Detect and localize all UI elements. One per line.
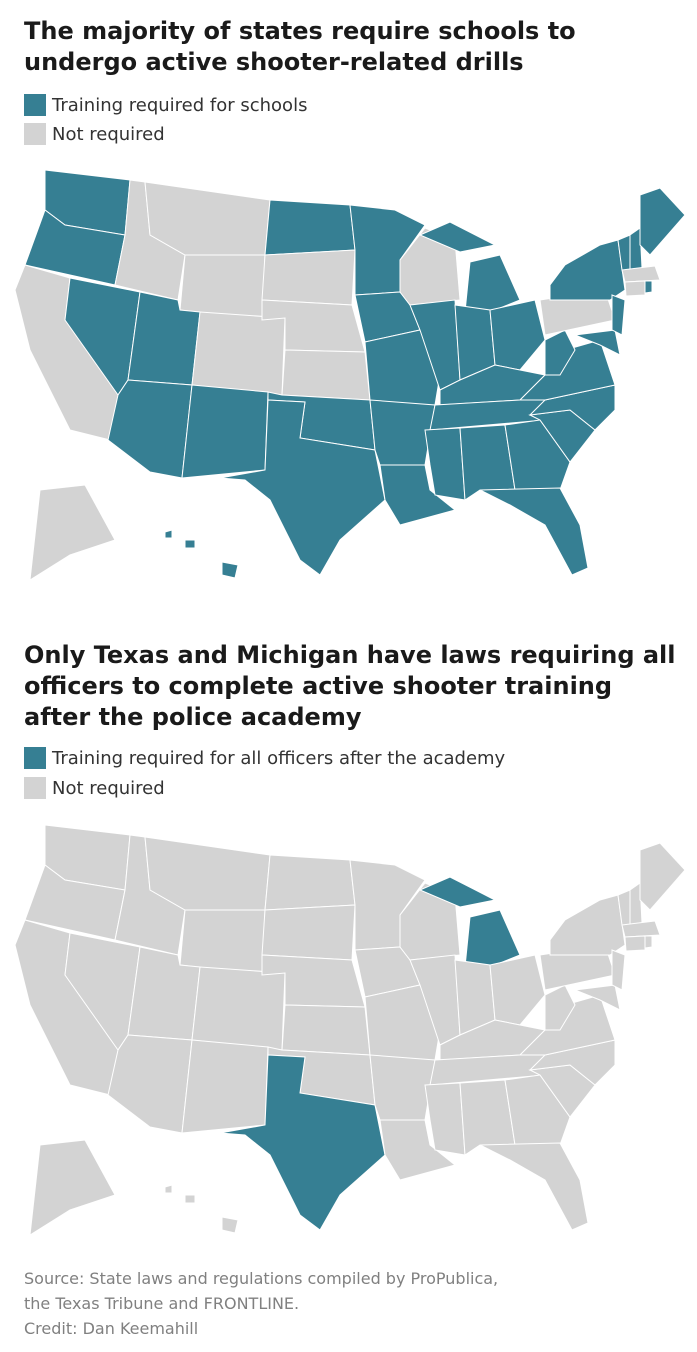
state <box>549 239 626 301</box>
state <box>639 187 686 256</box>
state <box>181 384 269 479</box>
us-map <box>14 824 686 1236</box>
legend-item: Training required for all officers after… <box>24 747 505 769</box>
state <box>29 1139 116 1236</box>
state <box>504 419 571 491</box>
state <box>261 249 356 306</box>
footer: Source: State laws and regulations compi… <box>24 1266 498 1341</box>
state <box>574 984 621 1011</box>
legend-label: Not required <box>52 777 165 799</box>
state <box>29 484 116 581</box>
state <box>489 954 546 1026</box>
state <box>624 280 646 297</box>
legend-item: Not required <box>24 777 165 799</box>
state <box>624 935 646 952</box>
state <box>264 854 356 911</box>
state <box>221 1216 239 1234</box>
state <box>164 529 173 539</box>
source-line: the Texas Tribune and FRONTLINE. <box>24 1294 300 1313</box>
state <box>574 329 621 356</box>
state <box>179 254 266 321</box>
map-title: The majority of states require schools t… <box>24 17 576 76</box>
state <box>504 1074 571 1146</box>
state <box>489 299 546 371</box>
state <box>261 904 356 961</box>
state <box>379 1119 457 1181</box>
legend-swatch <box>24 123 46 145</box>
state <box>424 427 466 501</box>
state <box>464 254 521 313</box>
us-map <box>14 169 686 581</box>
state <box>219 1054 386 1231</box>
map-title: Only Texas and Michigan have laws requir… <box>24 641 676 731</box>
legend-swatch <box>24 94 46 116</box>
state <box>179 909 266 976</box>
state <box>191 311 286 396</box>
state <box>621 920 661 938</box>
state <box>191 966 286 1051</box>
legend-swatch <box>24 777 46 799</box>
legend-label: Training required for schools <box>52 94 308 116</box>
state <box>424 1082 466 1156</box>
state <box>164 1184 173 1194</box>
state <box>418 876 497 908</box>
state <box>281 349 371 401</box>
legend-label: Not required <box>52 123 165 145</box>
state <box>184 1194 196 1204</box>
state <box>399 227 461 306</box>
state <box>611 949 626 991</box>
credit: Credit: Dan Keemahill <box>24 1319 199 1338</box>
source-line: Source: State laws and regulations compi… <box>24 1269 499 1288</box>
state <box>611 294 626 336</box>
state <box>464 909 521 968</box>
legend-label: Training required for all officers after… <box>52 747 506 769</box>
legend-swatch <box>24 747 46 769</box>
state <box>281 1004 371 1056</box>
state <box>644 280 653 294</box>
state <box>479 487 589 576</box>
legend-item: Not required <box>24 123 165 145</box>
state <box>107 1034 193 1134</box>
state <box>549 894 626 956</box>
state <box>639 842 686 911</box>
state <box>221 561 239 579</box>
state <box>184 539 196 549</box>
state <box>379 464 457 526</box>
state <box>107 379 193 479</box>
state <box>479 1142 589 1231</box>
state <box>418 221 497 253</box>
state <box>399 882 461 961</box>
state <box>644 935 653 949</box>
state <box>264 199 356 256</box>
state <box>219 399 386 576</box>
state <box>181 1039 269 1134</box>
legend-item: Training required for schools <box>24 94 307 116</box>
state <box>621 265 661 283</box>
